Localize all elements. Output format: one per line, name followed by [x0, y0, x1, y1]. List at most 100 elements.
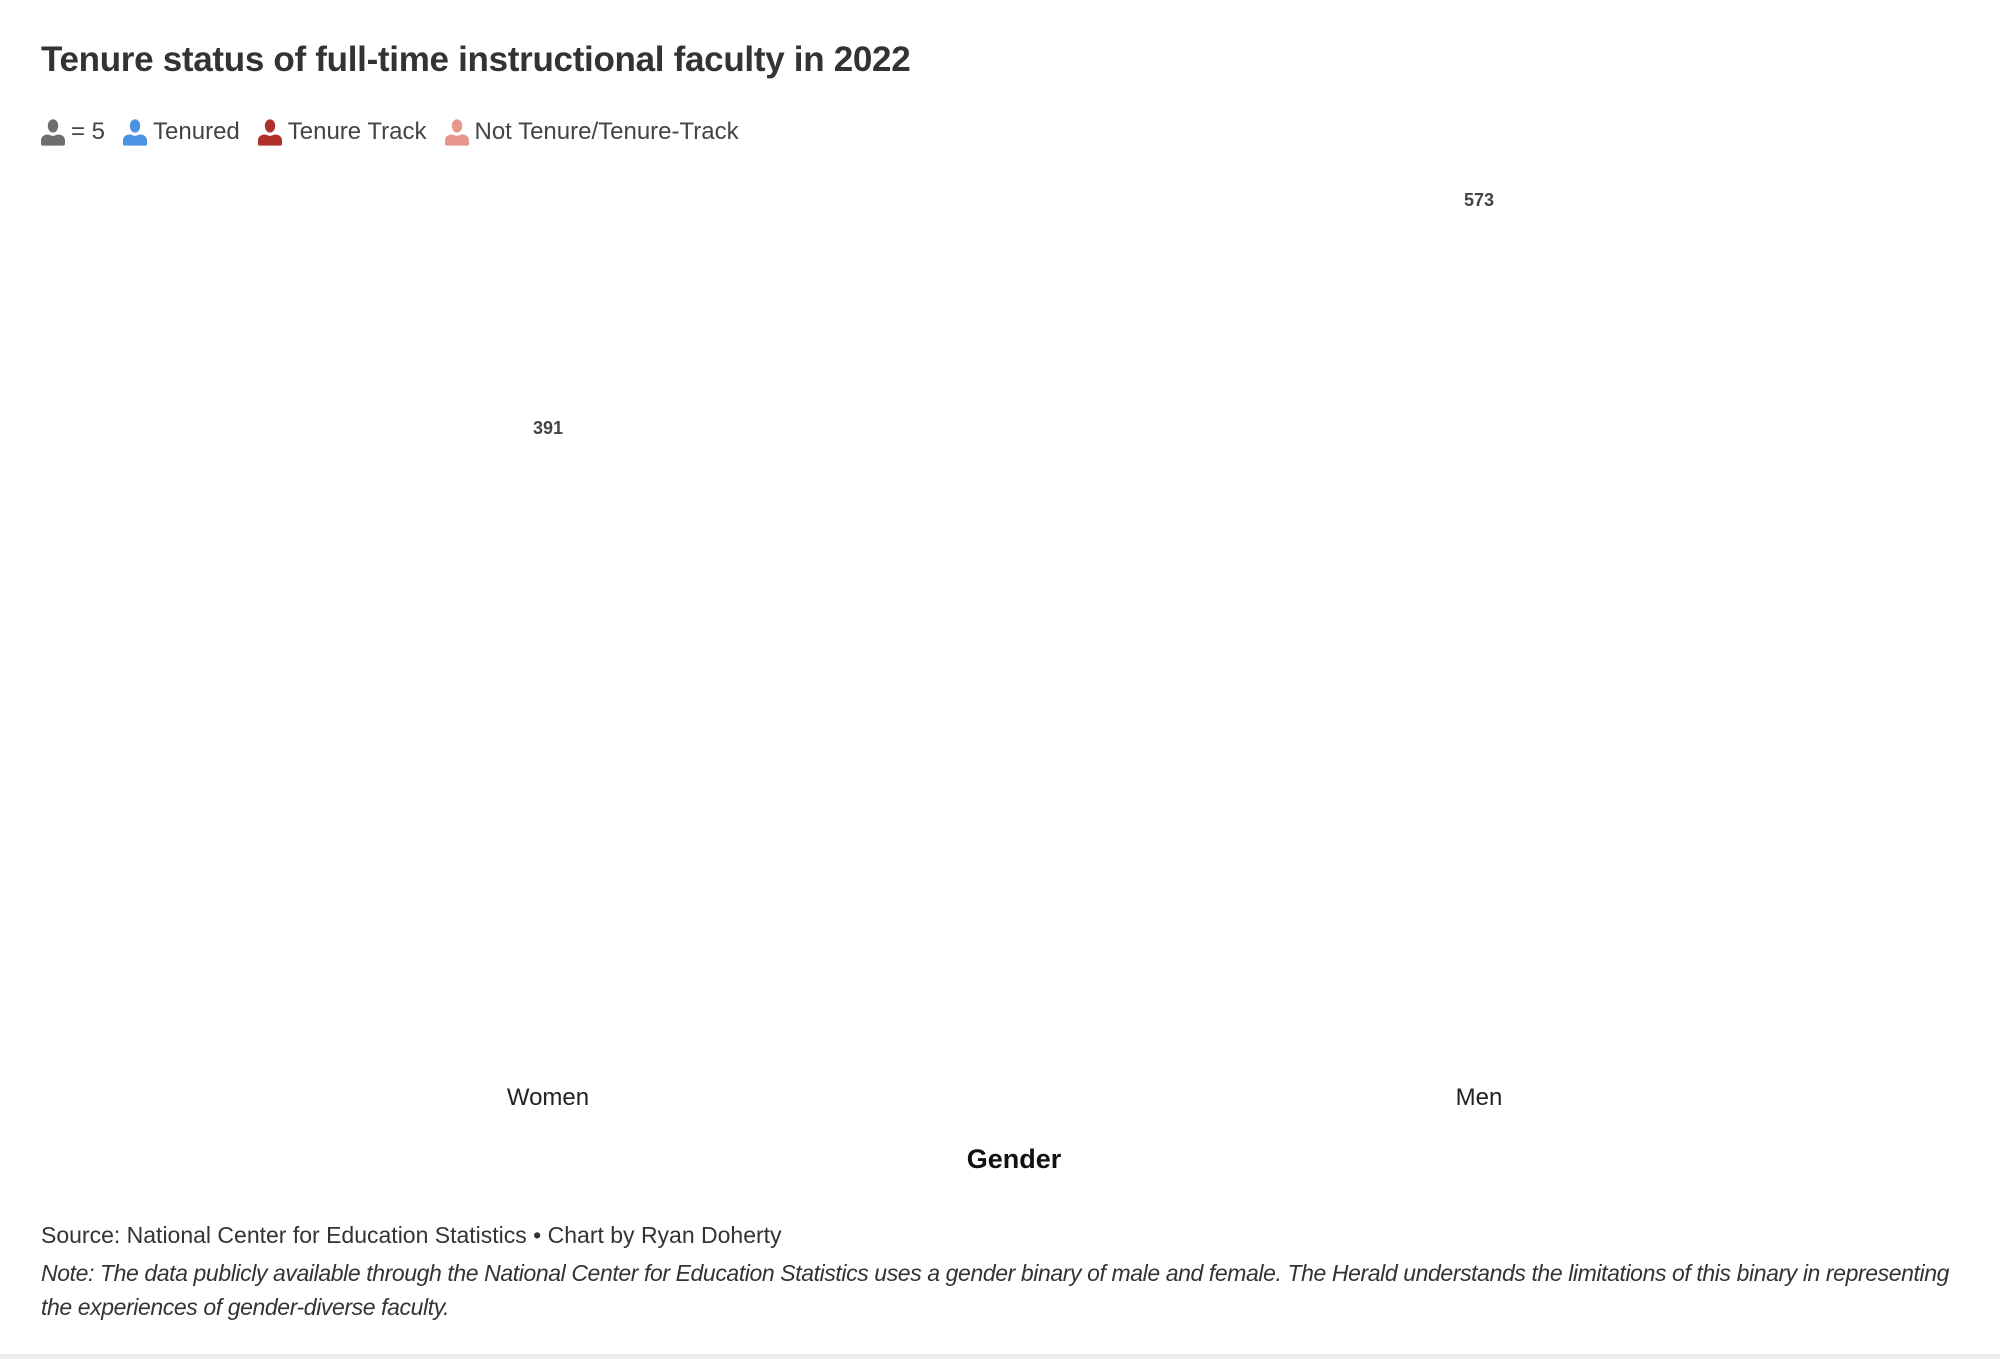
person-icon-tenured	[1069, 998, 1129, 1064]
person-icon-not-tenure-tenure-track	[518, 542, 578, 608]
person-icon-tenure-track	[1221, 390, 1281, 456]
person-icon-not-tenure-tenure-track	[1753, 390, 1813, 456]
person-icon-tenured	[898, 922, 958, 988]
person-icon-tenure-track	[1069, 390, 1129, 456]
person-icon-tenured	[822, 846, 882, 912]
legend: = 5 Tenured Tenure Track Not Tenure/Tenu…	[41, 118, 757, 146]
person-icon-not-tenure-tenure-track	[822, 542, 882, 608]
person-icon-tenure-track	[1449, 466, 1509, 532]
person-icon-tenured	[1601, 694, 1661, 760]
person-icon-tenured	[1221, 922, 1281, 988]
person-icon-not-tenure-tenure-track	[898, 542, 958, 608]
waffle-chart: 391 573 Women Men Gender	[138, 190, 1889, 1174]
person-icon-tenure-track	[1525, 466, 1585, 532]
person-icon-tenured	[1221, 618, 1281, 684]
person-icon-tenured	[822, 998, 882, 1064]
person-icon-not-tenure-tenure-track	[1145, 314, 1205, 380]
person-icon-tenured	[1373, 618, 1433, 684]
person-icon-not-tenure-tenure-track	[1221, 238, 1281, 304]
person-icon-tenure-track	[442, 694, 502, 760]
person-icon-tenured	[1449, 694, 1509, 760]
category-label-men: Men	[1456, 1084, 1503, 1111]
icon-grid	[138, 238, 1889, 1064]
person-icon-tenured	[1753, 770, 1813, 836]
person-icon-tenure-track	[1297, 390, 1357, 456]
total-label-women: 391	[533, 418, 563, 438]
person-icon-tenured	[1069, 542, 1129, 608]
person-icon-tenure-track	[898, 770, 958, 836]
person-icon-tenured	[1829, 922, 1889, 988]
person-icon-not-tenure-tenure-track	[442, 618, 502, 684]
person-icon-not-tenure-tenure-track	[1373, 264, 1433, 304]
person-icon-not-tenure-tenure-track	[138, 542, 198, 608]
person-icon-tenured	[442, 922, 502, 988]
person-icon-tenured	[442, 998, 502, 1064]
person-icon-tenured	[1525, 846, 1585, 912]
person-icon-not-tenure-tenure-track	[594, 694, 654, 760]
person-icon-tenured	[594, 922, 654, 988]
person-icon-tenured	[746, 998, 806, 1064]
person-icon-tenured	[1525, 618, 1585, 684]
person-icon-not-tenure-tenure-track	[822, 618, 882, 684]
legend-label: Not Tenure/Tenure-Track	[474, 118, 739, 145]
person-icon-tenured	[670, 998, 730, 1064]
person-icon-tenured	[1145, 770, 1205, 836]
person-icon-tenured	[1449, 770, 1509, 836]
person-icon-tenure-track	[1145, 390, 1205, 456]
person-icon-not-tenure-tenure-track	[290, 618, 350, 684]
person-icon-tenured	[1069, 846, 1129, 912]
person-icon-tenured	[1449, 922, 1509, 988]
person-icon-tenure-track	[1373, 390, 1433, 456]
person-icon-not-tenure-tenure-track	[1069, 238, 1129, 304]
person-icon-not-tenure-tenure-track	[1677, 390, 1737, 443]
person-icon-not-tenure-tenure-track	[1753, 314, 1813, 380]
person-icon-tenured	[1297, 542, 1357, 608]
person-icon-tenured	[1601, 770, 1661, 836]
person-icon-tenured	[746, 922, 806, 988]
person-icon-tenured	[1525, 922, 1585, 988]
person-icon-tenure-track	[1601, 390, 1661, 456]
person-icon-not-tenure-tenure-track	[214, 618, 274, 684]
person-icon-tenured	[1069, 466, 1129, 532]
person-icon-not-tenure-tenure-track	[746, 542, 806, 608]
person-icon-tenured	[1373, 846, 1433, 912]
person-icon-not-tenure-tenure-track	[1145, 238, 1205, 304]
person-icon-not-tenure-tenure-track	[1601, 314, 1661, 380]
person-icon-tenured	[366, 846, 426, 912]
person-icon-tenured	[1373, 922, 1433, 988]
person-icon-tenured	[1525, 694, 1585, 760]
person-icon-tenured	[442, 846, 502, 912]
person-icon-tenured	[898, 846, 958, 912]
person-icon-tenured	[1145, 694, 1205, 760]
person-icon-tenure-track	[1221, 466, 1281, 519]
total-label-men: 573	[1464, 190, 1494, 210]
person-icon-tenured	[1449, 846, 1509, 912]
person-icon-not-tenure-tenure-track	[366, 542, 426, 608]
person-icon-tenured	[1677, 846, 1737, 912]
person-icon-not-tenure-tenure-track	[138, 466, 198, 532]
person-icon-tenured	[366, 922, 426, 988]
person-icon-tenured	[1753, 846, 1813, 912]
person-icon-not-tenure-tenure-track	[1829, 314, 1889, 380]
person-icon-tenured	[746, 846, 806, 912]
person-icon-tenure-track	[1601, 466, 1661, 532]
person-icon-tenure-track	[1753, 466, 1813, 532]
person-icon-tenure-track	[746, 770, 806, 836]
person-icon-tenured	[214, 998, 274, 1064]
person-icon-tenured	[1601, 998, 1661, 1064]
person-icon-not-tenure-tenure-track	[594, 618, 654, 684]
person-icon-tenured	[1145, 618, 1205, 684]
legend-label: Tenured	[153, 118, 240, 145]
person-icon-tenure-track	[1525, 390, 1585, 456]
person-icon-tenured	[1829, 694, 1889, 760]
person-icon-not-tenure-tenure-track	[290, 542, 350, 608]
person-icon-tenured	[1829, 618, 1889, 684]
person-icon-tenured	[1449, 618, 1509, 684]
note-text: Note: The data publicly available throug…	[41, 1260, 1949, 1320]
person-icon-tenured	[518, 846, 578, 912]
person-icon-tenured	[138, 846, 198, 912]
person-icon-tenured	[1145, 998, 1205, 1064]
person-icon-not-tenure-tenure-track	[214, 518, 274, 532]
person-icon-tenured	[822, 922, 882, 988]
person-icon-tenured	[290, 846, 350, 912]
